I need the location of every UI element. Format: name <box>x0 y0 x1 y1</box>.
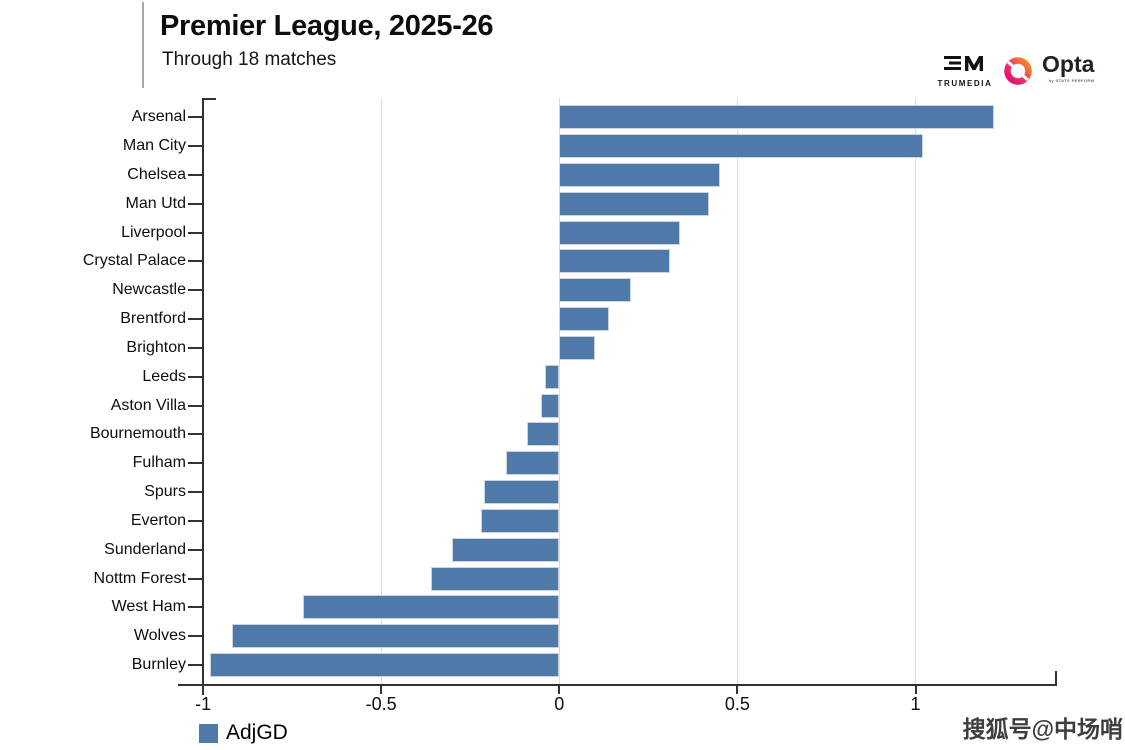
bar-burnley <box>210 653 560 678</box>
y-axis-top-cap <box>202 98 217 100</box>
bar-sunderland <box>452 537 560 562</box>
y-axis-line <box>202 98 205 695</box>
bar-brentford <box>559 307 610 332</box>
team-label-leeds: Leeds <box>142 367 186 385</box>
team-tick-bournemouth <box>188 433 203 436</box>
opta-logo-subtext: by STATS PERFORM <box>1048 78 1095 83</box>
bar-spurs <box>484 480 560 505</box>
bar-aston-villa <box>541 393 560 418</box>
x-tick-label-0.5: 0.5 <box>724 694 750 714</box>
opta-ring-icon <box>1004 57 1032 85</box>
gridline-0 <box>558 98 560 684</box>
x-tick-0 <box>558 684 561 694</box>
team-label-arsenal: Arsenal <box>131 108 186 126</box>
team-tick-sunderland <box>188 548 203 551</box>
team-tick-newcastle <box>188 289 203 292</box>
x-tick--0.5 <box>380 684 383 694</box>
team-label-west-ham: West Ham <box>111 598 186 616</box>
trumedia-monogram-icon <box>944 56 983 71</box>
team-label-fulham: Fulham <box>132 454 186 472</box>
team-label-man-utd: Man Utd <box>125 194 186 212</box>
x-tick-label--1: -1 <box>195 694 212 714</box>
team-label-liverpool: Liverpool <box>121 223 186 241</box>
bar-wolves <box>231 624 560 649</box>
trumedia-logo: TRUMEDIA <box>934 55 996 88</box>
team-label-burnley: Burnley <box>131 656 186 674</box>
team-label-chelsea: Chelsea <box>127 165 186 183</box>
bar-newcastle <box>559 278 631 303</box>
trumedia-logo-text: TRUMEDIA <box>937 79 993 88</box>
team-tick-spurs <box>188 491 203 494</box>
team-label-spurs: Spurs <box>144 483 186 501</box>
team-label-newcastle: Newcastle <box>112 281 186 299</box>
team-tick-arsenal <box>188 116 203 119</box>
team-label-crystal-palace: Crystal Palace <box>82 252 186 270</box>
x-tick-0.5 <box>736 684 739 694</box>
bar-man-utd <box>559 191 709 216</box>
team-tick-chelsea <box>188 173 203 176</box>
bar-west-ham <box>302 595 560 620</box>
team-tick-brentford <box>188 318 203 321</box>
bar-brighton <box>559 335 595 360</box>
bar-nottm-forest <box>431 566 560 591</box>
team-tick-aston-villa <box>188 404 203 407</box>
team-tick-nottm-forest <box>188 577 203 580</box>
team-tick-leeds <box>188 375 203 378</box>
legend-swatch-adjgd <box>199 723 218 743</box>
bar-crystal-palace <box>559 249 670 274</box>
bar-everton <box>480 508 560 533</box>
team-tick-man-utd <box>188 202 203 205</box>
bar-leeds <box>545 364 560 389</box>
x-axis-right-cap <box>1055 671 1057 684</box>
x-tick--1 <box>202 684 205 694</box>
team-label-nottm-forest: Nottm Forest <box>93 569 186 587</box>
team-tick-fulham <box>188 462 203 465</box>
gridline-0.5 <box>736 98 738 684</box>
team-label-brighton: Brighton <box>126 338 186 356</box>
bar-chelsea <box>559 162 720 187</box>
team-tick-brighton <box>188 346 203 349</box>
team-label-aston-villa: Aston Villa <box>110 396 186 414</box>
team-label-man-city: Man City <box>122 137 186 155</box>
team-label-sunderland: Sunderland <box>104 540 186 558</box>
opta-logo-text: Opta <box>1042 51 1095 77</box>
team-tick-man-city <box>188 145 203 148</box>
opta-logo: Opta by STATS PERFORM <box>1003 53 1094 89</box>
team-label-brentford: Brentford <box>120 310 186 328</box>
team-tick-burnley <box>188 664 203 667</box>
x-tick-label--0.5: -0.5 <box>365 694 397 714</box>
bar-bournemouth <box>527 422 560 447</box>
team-label-everton: Everton <box>130 511 186 529</box>
x-axis-line <box>178 684 1057 686</box>
gridline--0.5 <box>380 98 382 684</box>
team-tick-wolves <box>188 635 203 638</box>
x-tick-label-0: 0 <box>554 694 565 714</box>
chart-subtitle: Through 18 matches <box>162 49 337 70</box>
bar-liverpool <box>559 220 681 245</box>
chart-title: Premier League, 2025-26 <box>160 10 494 42</box>
team-tick-west-ham <box>188 606 203 609</box>
bar-man-city <box>559 134 923 159</box>
title-accent-rule <box>142 2 144 88</box>
gridline-1 <box>915 98 916 684</box>
team-label-wolves: Wolves <box>133 627 186 645</box>
team-tick-liverpool <box>188 231 203 234</box>
team-tick-everton <box>188 519 203 522</box>
bar-arsenal <box>559 105 994 130</box>
watermark-text: 搜狐号@中场哨 <box>962 716 1123 742</box>
x-tick-1 <box>914 684 917 694</box>
legend-label: AdjGD <box>226 721 288 744</box>
team-tick-crystal-palace <box>188 260 203 263</box>
bar-fulham <box>505 451 560 476</box>
legend: AdjGD <box>199 721 288 745</box>
team-label-bournemouth: Bournemouth <box>89 425 186 443</box>
x-tick-label-1: 1 <box>910 694 921 714</box>
